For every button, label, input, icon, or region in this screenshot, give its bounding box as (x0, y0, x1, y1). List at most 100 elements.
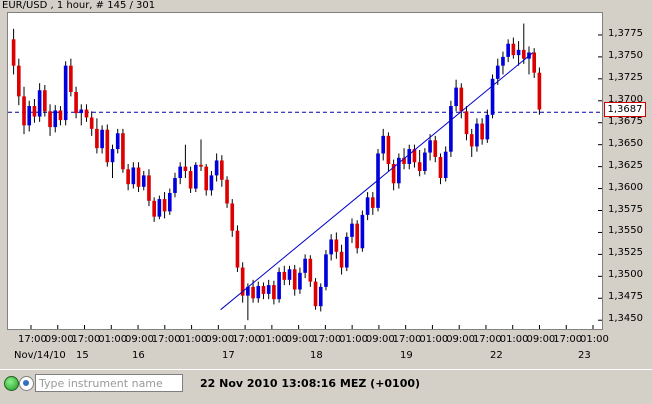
candle-body-down (11, 39, 16, 66)
candle (48, 104, 52, 136)
y-tick-label: 1,3500 (608, 269, 643, 281)
candle-body-up (110, 149, 115, 163)
candle-body-down (251, 286, 255, 299)
candle (298, 267, 302, 294)
candle (53, 105, 58, 133)
chart-plot-area[interactable] (7, 12, 603, 330)
candle (126, 163, 130, 191)
candle-body-down (204, 166, 209, 191)
candle (365, 192, 370, 221)
candle-body-down (152, 200, 156, 217)
candle (251, 279, 255, 303)
candle (43, 84, 47, 117)
candle (469, 128, 474, 157)
date-label: 17 (222, 350, 235, 361)
candle (173, 172, 177, 198)
instrument-search-input[interactable] (35, 374, 183, 392)
candle (188, 166, 193, 193)
candle (272, 280, 276, 305)
candle-body-down (16, 65, 21, 97)
candle-body-down (272, 285, 276, 300)
candle-body-down (355, 223, 360, 249)
candle (370, 192, 375, 215)
candle-body-down (521, 49, 526, 59)
candle (235, 225, 240, 272)
candle (443, 146, 448, 182)
candle (225, 176, 229, 208)
chart-title: EUR/USD , 1 hour, # 145 / 301 (2, 0, 156, 11)
candle (27, 100, 32, 132)
candle (485, 109, 490, 143)
y-tick-label: 1,3575 (608, 203, 643, 215)
candle-body-down (32, 106, 37, 117)
x-tick-label: 17:00 (553, 334, 583, 345)
candle (350, 218, 354, 243)
candle (412, 144, 417, 168)
candle-body-up (506, 43, 510, 57)
candle (438, 153, 443, 185)
candle-body-up (454, 87, 458, 107)
candle-body-up (397, 157, 401, 184)
candle (209, 171, 214, 196)
candle (511, 37, 516, 59)
candle (423, 148, 427, 175)
candle-body-up (350, 223, 354, 237)
candle (459, 83, 464, 119)
candle (506, 39, 510, 63)
candle-body-up (475, 123, 479, 147)
candle-body-up (365, 197, 370, 215)
candle-body-down (433, 140, 438, 157)
candle (105, 124, 110, 167)
candle (79, 104, 84, 126)
candle-body-up (100, 129, 104, 149)
candle (407, 144, 412, 170)
candle-body-up (495, 65, 500, 79)
candle-body-down (370, 197, 375, 208)
candle-body-down (480, 123, 484, 140)
candle-body-down (391, 163, 396, 184)
candle (308, 255, 313, 287)
candle (152, 197, 156, 222)
x-tick-label: 17:00 (71, 334, 101, 345)
candle (454, 79, 458, 112)
candle (490, 74, 495, 119)
date-label: 23 (578, 350, 591, 361)
y-tick-label: 1,3450 (608, 313, 643, 325)
candle-body-down (412, 149, 417, 163)
candle-body-down (126, 169, 130, 185)
candle (391, 159, 396, 191)
x-tick-label: 09:00 (285, 334, 315, 345)
candle-body-down (220, 160, 224, 180)
x-tick-label: 17:00 (18, 334, 47, 345)
candle (344, 232, 349, 272)
candle (433, 135, 438, 163)
server-clock: 22 Nov 2010 13:08:16 MEZ (+0100) (200, 377, 421, 390)
candle-body-down (386, 135, 391, 164)
candle (95, 118, 99, 154)
candle (339, 244, 344, 275)
trendline[interactable] (220, 52, 534, 311)
candle-body-up (173, 178, 177, 193)
candle-body-up (178, 166, 183, 179)
candle (521, 23, 526, 64)
candle-body-up (516, 49, 521, 56)
refresh-icon[interactable] (19, 376, 34, 391)
candle (131, 162, 136, 189)
x-tick-label: 17:00 (151, 334, 181, 345)
candle-body-down (48, 111, 52, 128)
x-tick-label: 17:00 (472, 334, 502, 345)
date-label: 19 (400, 350, 413, 361)
current-price-tag: 1,3687 (604, 102, 646, 117)
candle-body-up (115, 133, 120, 150)
candle-body-down (43, 90, 47, 112)
candle (141, 171, 146, 191)
candle-body-down (438, 156, 443, 179)
y-tick-label: 1,3600 (608, 181, 643, 193)
candle (495, 58, 500, 85)
y-tick-label: 1,3750 (608, 49, 643, 61)
date-label: 16 (132, 350, 145, 361)
x-tick-label: 01:00 (580, 334, 609, 345)
candle-body-up (63, 65, 68, 121)
candle-body-up (329, 239, 333, 255)
candle-body-up (490, 78, 495, 115)
